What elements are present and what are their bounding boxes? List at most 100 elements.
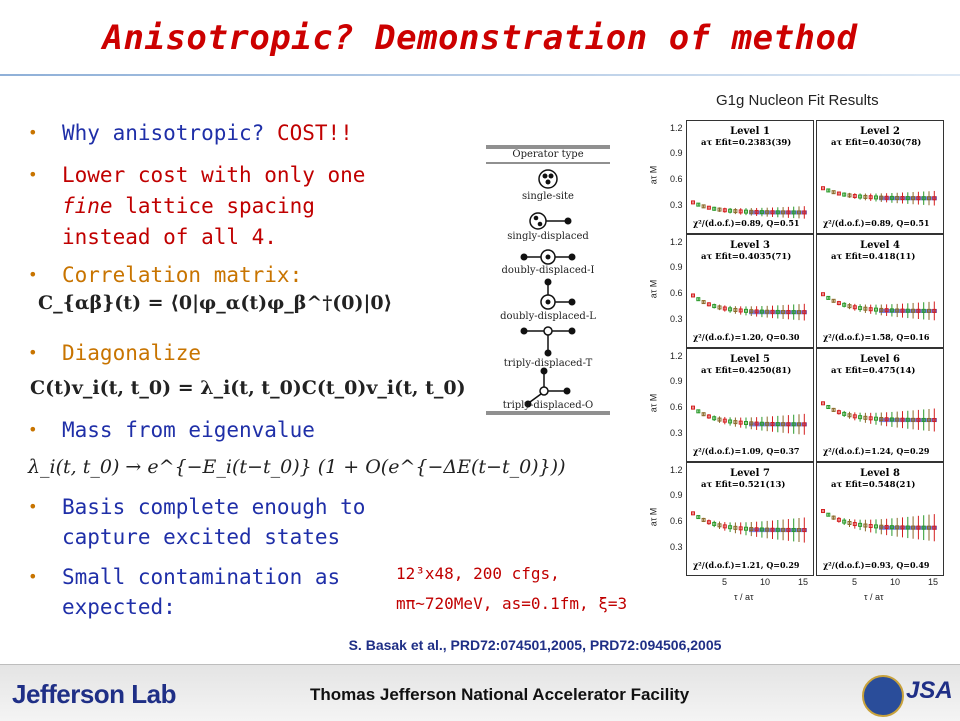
x-tick-label: 10: [760, 577, 771, 587]
x-axis-label: τ / aτ: [864, 592, 884, 602]
data-point: [852, 414, 857, 419]
fit-panel: Level 1 aτ Efit=0.2383(39) χ²/(d.o.f.)=0.8…: [686, 120, 814, 234]
data-point: [863, 306, 868, 311]
data-point: [921, 417, 926, 422]
y-tick-label: 0.3: [670, 314, 683, 325]
data-point: [921, 196, 926, 201]
data-point: [858, 194, 863, 199]
data-point: [927, 196, 931, 201]
citation: S. Basak et al., PRD72:074501,2005, PRD7…: [348, 637, 722, 653]
data-point: [847, 304, 852, 309]
operator-table-rules: [486, 145, 610, 415]
bullet-italic: fine: [62, 194, 113, 218]
logo-text: Jefferson Lab: [12, 679, 177, 709]
data-point: [712, 206, 717, 211]
jefferson-lab-logo[interactable]: Jefferson Lab: [12, 679, 177, 710]
data-point: [701, 300, 706, 305]
data-point: [749, 309, 754, 314]
panel-chi2-label: χ²/(d.o.f.)=1.21, Q=0.29: [693, 560, 800, 570]
bullet-text: Basis complete enough to: [62, 495, 366, 519]
data-point: [706, 205, 711, 210]
data-point: [712, 304, 717, 309]
fit-panel: Level 7 aτ Efit=0.521(13) χ²/(d.o.f.)=1.21…: [686, 462, 814, 576]
data-point: [781, 210, 786, 215]
data-point: [728, 419, 733, 424]
x-axis-label: τ / aτ: [734, 592, 754, 602]
data-point: [701, 517, 706, 522]
data-point: [900, 196, 905, 201]
data-point: [895, 308, 900, 313]
fit-panel: Level 2 aτ Efit=0.4030(78) χ²/(d.o.f.)=0.8…: [816, 120, 944, 234]
data-point: [738, 526, 743, 531]
panel-efit-label: aτ Efit=0.2383(39): [701, 138, 792, 148]
correlation-equation: C_{αβ}(t) = ⟨0|φ_α(t)φ_β^†(0)|0⟩: [38, 292, 393, 314]
data-point: [754, 209, 759, 214]
jsa-logo: JSA: [906, 677, 953, 704]
bullet-text: lattice spacing: [112, 194, 315, 218]
data-point: [831, 298, 836, 303]
data-point: [781, 527, 786, 532]
data-point: [749, 527, 754, 532]
data-point: [738, 209, 743, 214]
data-point: [781, 309, 786, 314]
data-point: [826, 405, 831, 410]
data-point: [884, 195, 889, 200]
data-point: [874, 524, 878, 529]
y-axis-label: aτ M: [648, 507, 659, 527]
x-tick-label: 5: [722, 577, 728, 587]
data-point: [770, 421, 775, 426]
data-point: [900, 308, 905, 313]
data-point: [895, 417, 900, 422]
data-point: [744, 421, 748, 426]
data-point: [868, 416, 873, 421]
y-tick-label: 0.3: [670, 428, 683, 439]
y-tick-label: 0.9: [670, 148, 683, 159]
data-point: [786, 210, 791, 215]
data-point: [722, 524, 727, 529]
lattice-params-line1: 12³x48, 200 cfgs,: [396, 564, 560, 583]
data-point: [821, 401, 825, 406]
data-point: [821, 186, 825, 191]
panel-efit-label: aτ Efit=0.4030(78): [831, 138, 922, 148]
bullet-text: Correlation matrix:: [62, 263, 303, 287]
data-point: [916, 196, 921, 201]
data-point: [858, 522, 863, 527]
data-point: [728, 525, 733, 530]
data-point: [733, 209, 738, 214]
data-point: [759, 210, 764, 215]
data-point: [879, 417, 884, 422]
data-point: [706, 302, 711, 307]
data-point: [831, 407, 836, 412]
data-point: [868, 524, 873, 529]
y-tick-label: 0.6: [670, 516, 683, 527]
data-point: [868, 307, 873, 312]
figure-title: G1g Nucleon Fit Results: [716, 92, 879, 109]
data-point: [696, 409, 701, 414]
bullet-dot: •: [28, 343, 38, 362]
data-point: [836, 191, 841, 196]
operator-label: doubly-displaced-I: [501, 265, 595, 276]
data-point: [775, 527, 780, 532]
y-tick-label: 0.3: [670, 542, 683, 553]
panel-chi2-label: χ²/(d.o.f.)=1.20, Q=0.30: [693, 332, 800, 342]
data-point: [842, 302, 847, 307]
data-point: [826, 295, 831, 300]
data-point: [932, 525, 937, 530]
data-point: [879, 307, 884, 312]
data-point: [691, 293, 695, 298]
data-point: [863, 523, 868, 528]
data-point: [921, 525, 926, 530]
data-point: [744, 209, 748, 214]
y-tick-label: 0.6: [670, 288, 683, 299]
diagonalize-equation: C(t)v_i(t, t_0) = λ_i(t, t_0)C(t_0)v_i(t…: [30, 377, 466, 399]
data-point: [863, 415, 868, 420]
bullet-dot: •: [28, 265, 38, 284]
slide-title: Anisotropic? Demonstration of method: [102, 18, 858, 58]
data-point: [884, 524, 889, 529]
fit-panel: Level 6 aτ Efit=0.475(14) χ²/(d.o.f.)=1.24…: [816, 348, 944, 462]
bullet-text: capture excited states: [62, 525, 341, 549]
data-point: [921, 308, 926, 313]
data-point: [791, 310, 796, 315]
data-point: [759, 421, 764, 426]
panel-chi2-label: χ²/(d.o.f.)=0.93, Q=0.49: [823, 560, 930, 570]
